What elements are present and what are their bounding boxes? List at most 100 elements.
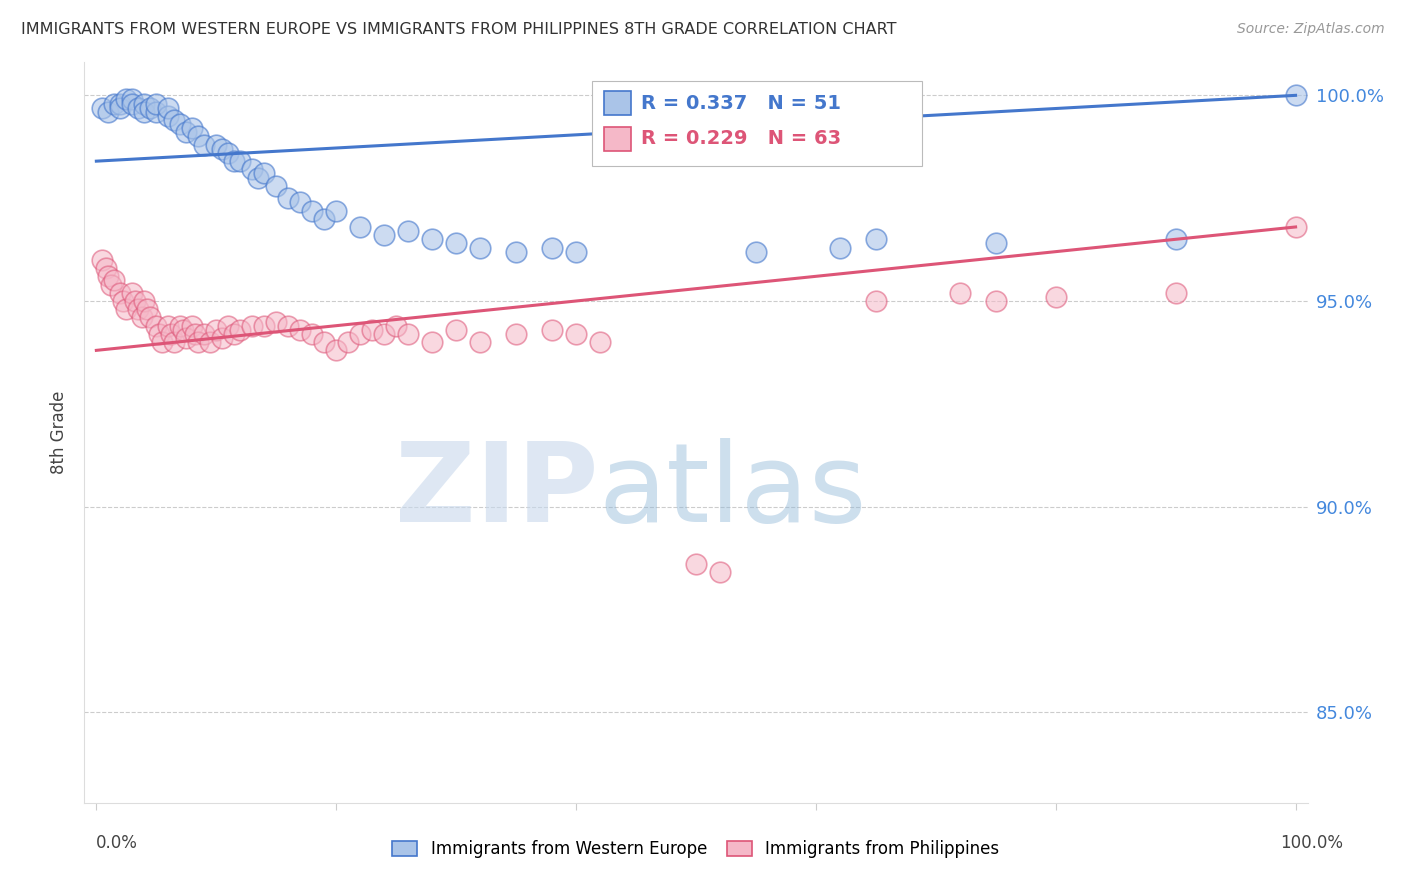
Point xyxy=(224,326,246,341)
Point xyxy=(91,101,114,115)
Point xyxy=(139,310,162,325)
Point xyxy=(205,137,228,152)
Point xyxy=(131,310,153,325)
Point xyxy=(565,244,588,259)
Point xyxy=(91,252,114,267)
Point xyxy=(103,273,125,287)
Point xyxy=(1284,88,1306,103)
Point xyxy=(314,211,336,226)
Point xyxy=(187,335,209,350)
Point xyxy=(121,285,143,300)
Point xyxy=(949,285,972,300)
Point xyxy=(200,335,222,350)
Point xyxy=(169,318,191,333)
Point xyxy=(396,326,419,341)
Text: ZIP: ZIP xyxy=(395,438,598,545)
Point xyxy=(349,219,371,234)
Point xyxy=(865,232,887,246)
Point xyxy=(505,244,527,259)
Point xyxy=(163,335,186,350)
Point xyxy=(277,318,299,333)
Point xyxy=(709,566,731,580)
Point xyxy=(337,335,360,350)
Text: Source: ZipAtlas.com: Source: ZipAtlas.com xyxy=(1237,22,1385,37)
Point xyxy=(565,326,588,341)
Point xyxy=(1045,290,1067,304)
FancyBboxPatch shape xyxy=(592,81,922,166)
Legend: Immigrants from Western Europe, Immigrants from Philippines: Immigrants from Western Europe, Immigran… xyxy=(385,833,1007,865)
Point xyxy=(103,96,125,111)
Point xyxy=(148,326,170,341)
Point xyxy=(290,323,312,337)
Point xyxy=(110,96,132,111)
Text: atlas: atlas xyxy=(598,438,866,545)
Point xyxy=(217,318,239,333)
Point xyxy=(145,104,167,119)
Point xyxy=(187,129,209,144)
Point xyxy=(183,326,205,341)
Point xyxy=(290,195,312,210)
Point xyxy=(193,326,215,341)
Point xyxy=(110,285,132,300)
Point xyxy=(325,343,347,358)
Point xyxy=(121,92,143,106)
Point xyxy=(468,240,491,254)
Point xyxy=(420,232,443,246)
Point xyxy=(115,302,138,317)
Bar xyxy=(605,127,631,151)
Point xyxy=(121,96,143,111)
Point xyxy=(301,203,323,218)
Point xyxy=(444,323,467,337)
Point xyxy=(115,92,138,106)
Point xyxy=(396,224,419,238)
Point xyxy=(174,125,197,139)
Text: R = 0.229   N = 63: R = 0.229 N = 63 xyxy=(641,129,841,148)
Point xyxy=(373,228,395,243)
Point xyxy=(163,113,186,128)
Point xyxy=(264,314,287,328)
Point xyxy=(135,302,157,317)
Point xyxy=(100,277,122,292)
Point xyxy=(277,191,299,205)
Point xyxy=(224,154,246,169)
Point xyxy=(253,166,276,180)
Text: 100.0%: 100.0% xyxy=(1279,834,1343,852)
Point xyxy=(157,101,180,115)
Point xyxy=(984,236,1007,251)
Point xyxy=(229,323,252,337)
Point xyxy=(373,326,395,341)
Point xyxy=(110,101,132,115)
Point xyxy=(301,326,323,341)
Point xyxy=(1164,285,1187,300)
Point xyxy=(172,323,194,337)
Point xyxy=(745,244,768,259)
Point xyxy=(385,318,408,333)
Point xyxy=(325,203,347,218)
Point xyxy=(1284,219,1306,234)
Point xyxy=(420,335,443,350)
Point xyxy=(253,318,276,333)
Point xyxy=(264,178,287,193)
Point xyxy=(97,269,120,284)
Point xyxy=(157,109,180,123)
Point xyxy=(589,335,612,350)
Point xyxy=(468,335,491,350)
Point xyxy=(127,302,149,317)
Point xyxy=(174,331,197,345)
Point xyxy=(145,318,167,333)
Point xyxy=(349,326,371,341)
Point xyxy=(505,326,527,341)
Point xyxy=(193,137,215,152)
Point xyxy=(181,318,204,333)
Point xyxy=(314,335,336,350)
Point xyxy=(247,170,270,185)
Point xyxy=(984,293,1007,308)
Bar xyxy=(605,91,631,115)
Point xyxy=(541,323,564,337)
Point xyxy=(205,323,228,337)
Point xyxy=(240,162,263,177)
Point xyxy=(361,323,384,337)
Point xyxy=(97,104,120,119)
Point xyxy=(124,293,146,308)
Point xyxy=(444,236,467,251)
